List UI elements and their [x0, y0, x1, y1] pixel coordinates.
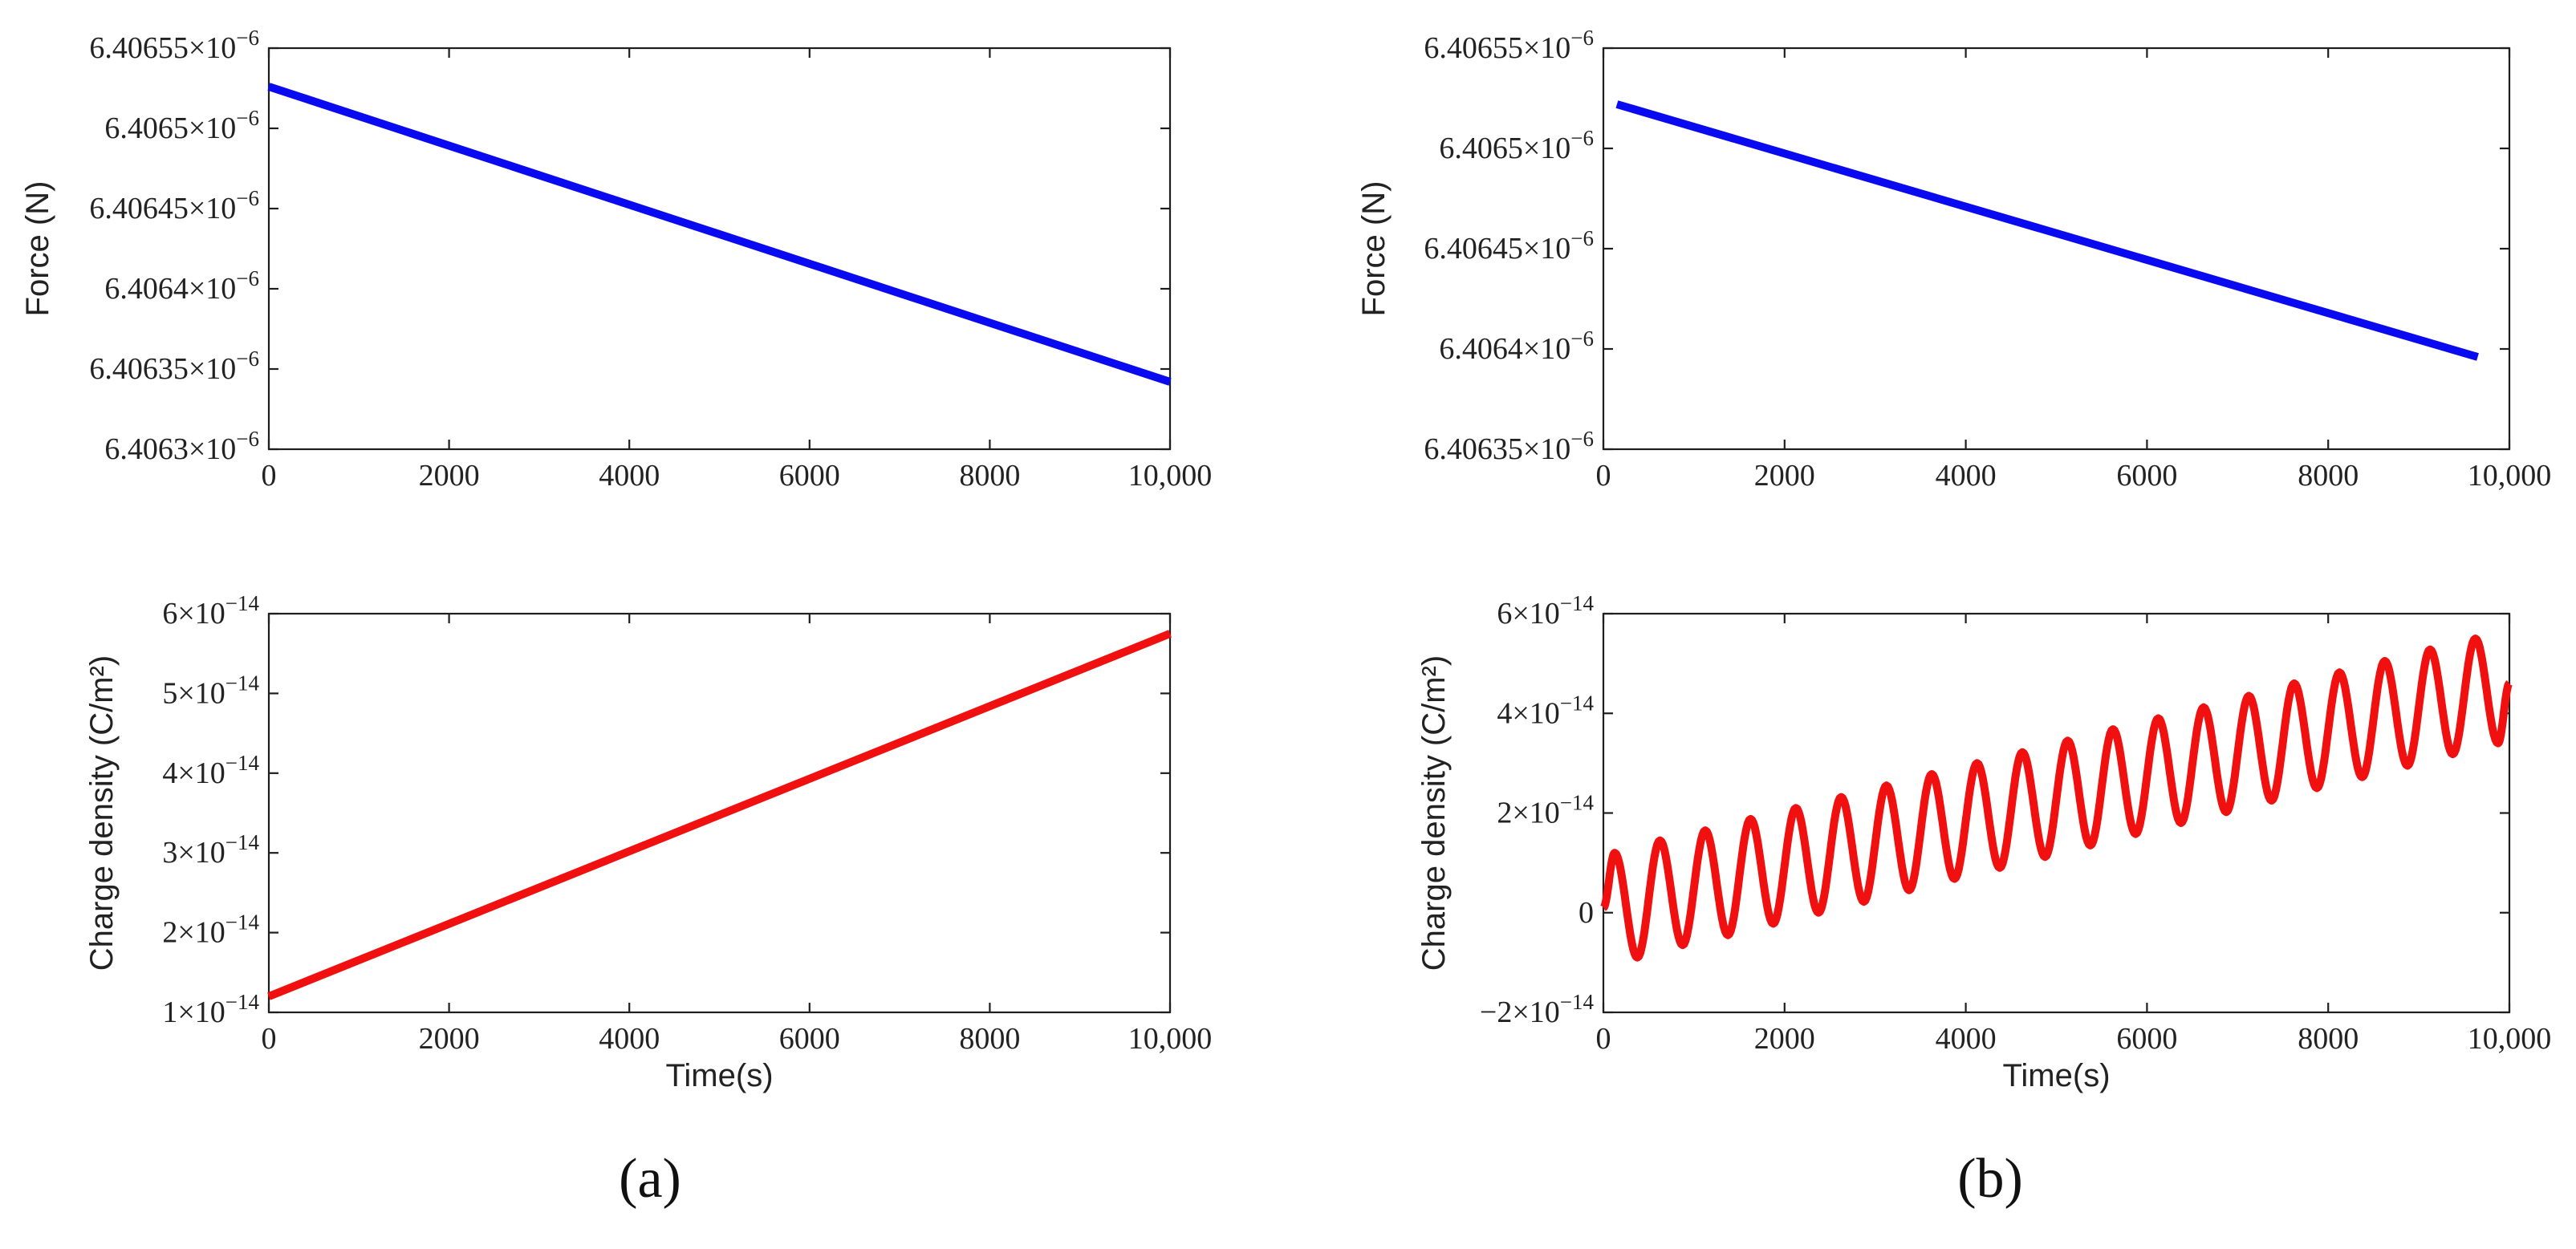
y-tick-label: 6×10−14: [1497, 591, 1594, 631]
panel-label-b: (b): [1957, 1148, 2023, 1210]
y-tick-label: 5×10−14: [162, 671, 259, 710]
x-tick-label: 8000: [2298, 1022, 2359, 1056]
x-tick-label: 6000: [779, 459, 840, 493]
x-tick-label: 6000: [2116, 1022, 2177, 1056]
x-tick-label: 0: [1596, 1022, 1611, 1056]
series-line: [1599, 635, 2513, 962]
y-tick-label: 1×10−14: [162, 990, 259, 1029]
y-tick-label: 3×10−14: [162, 830, 259, 870]
x-tick-label: 2000: [419, 1022, 480, 1056]
y-tick-label: 6.40645×10−6: [1424, 226, 1594, 266]
x-tick-label: 10,000: [2468, 459, 2552, 493]
x-tick-label: 2000: [1754, 459, 1815, 493]
x-tick-label: 8000: [959, 1022, 1020, 1056]
y-tick-label: 6.40655×10−6: [89, 26, 259, 65]
x-axis-label: Time(s): [665, 1058, 773, 1093]
x-tick-label: 4000: [599, 459, 660, 493]
y-tick-label: 6.40635×10−6: [89, 347, 259, 386]
x-tick-label: 8000: [2298, 459, 2359, 493]
y-tick-label: 4×10−14: [162, 751, 259, 790]
x-tick-label: 10,000: [1128, 459, 1213, 493]
chart-charge-density-a: 0 2000 4000 6000 8000 10,000 1×10−14 2×10−14 3×1…: [84, 591, 1212, 1093]
x-tick-label: 10,000: [2468, 1022, 2552, 1056]
y-tick-label: 6.4065×10−6: [1439, 126, 1594, 165]
y-tick-label: 0: [1579, 896, 1594, 930]
series-line: [267, 83, 1172, 386]
x-tick-label: 8000: [959, 459, 1020, 493]
x-tick-label: 10,000: [1128, 1022, 1213, 1056]
y-tick-label: 6.4064×10−6: [104, 266, 259, 306]
x-tick-label: 2000: [1754, 1022, 1815, 1056]
plot-frame: [1602, 47, 2511, 451]
x-tick-label: 0: [1596, 459, 1611, 493]
y-tick-label: 6.4063×10−6: [104, 427, 259, 466]
y-tick-label: −2×10−14: [1480, 990, 1595, 1029]
x-axis-label: Time(s): [2002, 1058, 2110, 1093]
x-tick-label: 6000: [2116, 459, 2177, 493]
x-tick-label: 2000: [419, 459, 480, 493]
plot-frame: [267, 47, 1172, 451]
y-tick-label: 4×10−14: [1497, 691, 1594, 730]
y-axis-label: Charge density (C/m²): [1416, 655, 1452, 971]
y-tick-label: 2×10−14: [1497, 791, 1594, 830]
y-tick-label: 6.40655×10−6: [1424, 26, 1594, 65]
chart-charge-density-b: 0 2000 4000 6000 8000 10,000−2×10−1402×10−144…: [1416, 591, 2551, 1093]
x-tick-label: 0: [262, 459, 277, 493]
panel-label-a: (a): [619, 1148, 681, 1210]
y-tick-label: 6.40645×10−6: [89, 186, 259, 225]
x-tick-label: 0: [262, 1022, 277, 1056]
y-tick-label: 6.4064×10−6: [1439, 326, 1594, 366]
x-tick-label: 6000: [779, 1022, 840, 1056]
y-tick-label: 6.4065×10−6: [104, 106, 259, 145]
y-axis-label: Charge density (C/m²): [84, 655, 120, 971]
y-axis-label: Force (N): [20, 181, 55, 317]
series-line: [267, 630, 1172, 1000]
x-tick-label: 4000: [599, 1022, 660, 1056]
y-tick-label: 2×10−14: [162, 910, 259, 950]
y-tick-label: 6×10−14: [162, 591, 259, 631]
y-axis-label: Force (N): [1356, 181, 1392, 317]
plot-frame: [267, 612, 1172, 1014]
series-line: [1615, 100, 2479, 361]
y-tick-label: 6.40635×10−6: [1424, 427, 1594, 466]
chart-force-b: 0 2000 4000 6000 8000 10,000 6.40635×10−6 6.406…: [1356, 26, 2551, 493]
chart-force-a: 0 2000 4000 6000 8000 10,000 6.4063×10−6 6.4063…: [20, 26, 1212, 493]
x-tick-label: 4000: [1936, 1022, 1997, 1056]
x-tick-label: 4000: [1936, 459, 1997, 493]
